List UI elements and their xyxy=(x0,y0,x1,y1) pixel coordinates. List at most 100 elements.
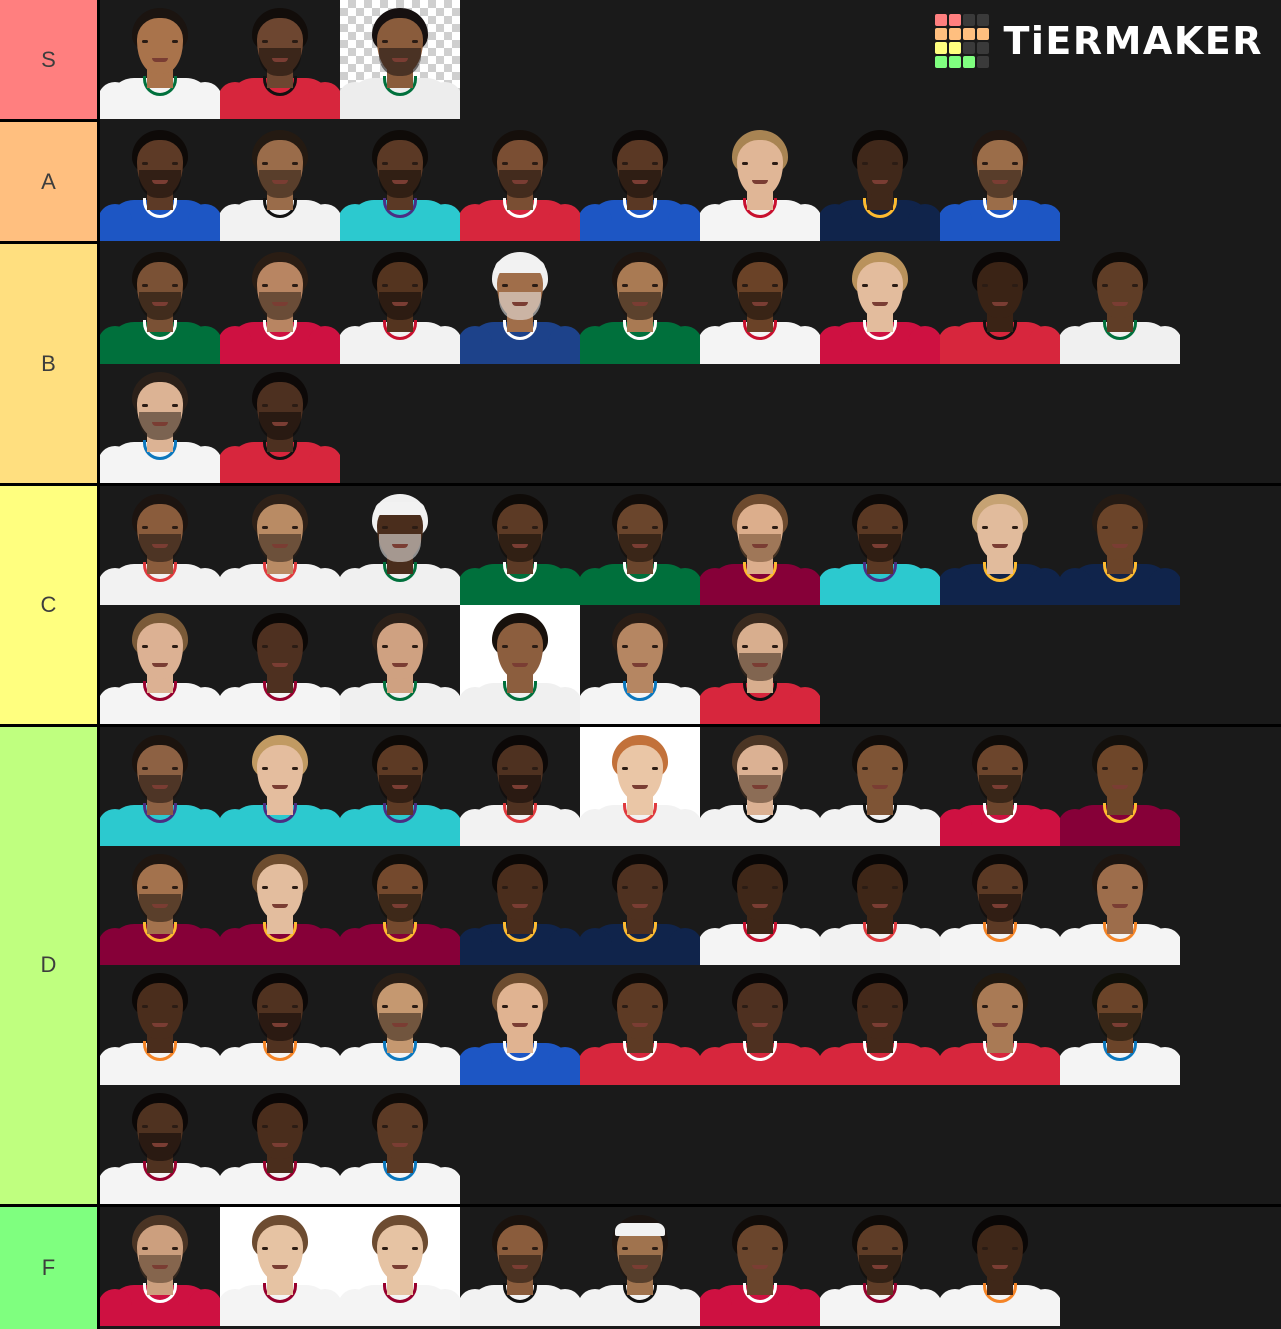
tier-items-a[interactable] xyxy=(100,122,1281,245)
tier-item-player[interactable] xyxy=(820,965,940,1085)
tier-item-player[interactable] xyxy=(220,244,340,364)
tier-item-player[interactable] xyxy=(820,244,940,364)
tier-item-player[interactable] xyxy=(460,485,580,605)
tier-item-player[interactable] xyxy=(820,122,940,242)
tier-item-player[interactable] xyxy=(340,1206,460,1326)
tier-item-player[interactable] xyxy=(100,363,220,483)
tier-item-player[interactable] xyxy=(460,846,580,966)
player-portrait-icon xyxy=(580,1207,700,1326)
tier-item-player[interactable] xyxy=(460,1206,580,1326)
tier-item-player[interactable] xyxy=(580,1206,700,1326)
tier-label-b[interactable]: B xyxy=(0,244,100,483)
tier-item-player[interactable] xyxy=(220,1084,340,1204)
tier-item-player[interactable] xyxy=(940,485,1060,605)
tier-item-player[interactable] xyxy=(1060,846,1180,966)
tier-item-player[interactable] xyxy=(1060,965,1180,1085)
tier-item-player[interactable] xyxy=(700,604,820,725)
tier-item-player[interactable] xyxy=(700,122,820,242)
tier-item-player[interactable] xyxy=(940,1206,1060,1326)
tier-item-player[interactable] xyxy=(220,122,340,242)
player-portrait-icon xyxy=(340,727,460,847)
tier-label-c[interactable]: C xyxy=(0,485,100,725)
tier-item-player[interactable] xyxy=(700,1206,820,1326)
tier-item-player[interactable] xyxy=(580,122,700,242)
tier-item-player[interactable] xyxy=(220,0,340,120)
tier-item-player[interactable] xyxy=(460,604,580,725)
tier-items-b[interactable] xyxy=(100,244,1281,483)
player-portrait-icon xyxy=(820,122,940,242)
tier-row-b: B xyxy=(0,244,1281,486)
player-portrait-icon xyxy=(820,846,940,966)
tier-item-player[interactable] xyxy=(340,965,460,1085)
tier-item-player[interactable] xyxy=(460,122,580,242)
tier-item-player[interactable] xyxy=(940,965,1060,1085)
tier-item-player[interactable] xyxy=(700,965,820,1085)
tier-items-s[interactable] xyxy=(100,0,1281,122)
tier-item-player[interactable] xyxy=(700,727,820,847)
tier-item-player[interactable] xyxy=(700,485,820,605)
tier-item-player[interactable] xyxy=(220,604,340,725)
tier-item-player[interactable] xyxy=(100,244,220,364)
tier-item-player[interactable] xyxy=(820,727,940,847)
tier-item-player[interactable] xyxy=(820,485,940,605)
tier-item-player[interactable] xyxy=(580,727,700,847)
tier-item-player[interactable] xyxy=(700,244,820,364)
tier-item-player[interactable] xyxy=(220,363,340,483)
tier-item-player[interactable] xyxy=(100,122,220,242)
tier-label-a[interactable]: A xyxy=(0,122,100,242)
tier-items-c[interactable] xyxy=(100,485,1281,725)
tier-item-player[interactable] xyxy=(580,485,700,605)
tier-item-player[interactable] xyxy=(460,244,580,364)
tier-item-player[interactable] xyxy=(340,604,460,725)
tier-items-d[interactable] xyxy=(100,727,1281,1204)
tier-item-player[interactable] xyxy=(340,846,460,966)
tier-item-player[interactable] xyxy=(700,846,820,966)
tier-item-player[interactable] xyxy=(940,122,1060,242)
tier-label-d[interactable]: D xyxy=(0,727,100,1204)
tier-item-player[interactable] xyxy=(220,846,340,966)
player-portrait-icon xyxy=(580,727,700,847)
tier-item-player[interactable] xyxy=(460,727,580,847)
tier-item-player[interactable] xyxy=(100,604,220,725)
tier-item-player[interactable] xyxy=(1060,485,1180,605)
tier-item-player[interactable] xyxy=(580,604,700,725)
tier-label-s[interactable]: S xyxy=(0,0,100,120)
tier-item-player[interactable] xyxy=(580,965,700,1085)
player-portrait-icon xyxy=(820,727,940,847)
tier-item-player[interactable] xyxy=(580,846,700,966)
tier-item-player[interactable] xyxy=(340,122,460,242)
tier-item-player[interactable] xyxy=(340,244,460,364)
tier-item-player[interactable] xyxy=(940,846,1060,966)
tier-item-player[interactable] xyxy=(940,727,1060,847)
tier-item-player[interactable] xyxy=(340,727,460,847)
tier-item-player[interactable] xyxy=(220,485,340,605)
tier-item-player[interactable] xyxy=(1060,244,1180,364)
tier-item-player[interactable] xyxy=(940,244,1060,364)
player-portrait-icon xyxy=(1060,486,1180,605)
tier-item-player[interactable] xyxy=(220,965,340,1085)
tier-item-player[interactable] xyxy=(820,1206,940,1326)
tier-item-player[interactable] xyxy=(340,485,460,605)
tier-item-player[interactable] xyxy=(220,727,340,847)
tier-label-f[interactable]: F xyxy=(0,1206,100,1329)
tier-item-player[interactable] xyxy=(1060,727,1180,847)
player-portrait-icon xyxy=(1060,846,1180,966)
tier-item-player[interactable] xyxy=(100,0,220,120)
player-portrait-icon xyxy=(940,846,1060,966)
tier-item-player[interactable] xyxy=(220,1206,340,1326)
tier-item-player[interactable] xyxy=(580,244,700,364)
tier-item-player[interactable] xyxy=(100,485,220,605)
tier-item-player[interactable] xyxy=(100,965,220,1085)
tier-item-player[interactable] xyxy=(100,727,220,847)
tier-items-f[interactable] xyxy=(100,1206,1281,1329)
tier-item-player[interactable] xyxy=(460,965,580,1085)
player-portrait-icon xyxy=(700,122,820,242)
tier-item-player[interactable] xyxy=(100,1084,220,1204)
player-portrait-icon xyxy=(460,846,580,966)
tier-item-player[interactable] xyxy=(100,1206,220,1326)
tier-item-player[interactable] xyxy=(820,846,940,966)
tier-item-player[interactable] xyxy=(100,846,220,966)
tier-item-player[interactable] xyxy=(340,1084,460,1204)
tier-item-player[interactable] xyxy=(340,0,460,120)
player-portrait-icon xyxy=(100,727,220,847)
